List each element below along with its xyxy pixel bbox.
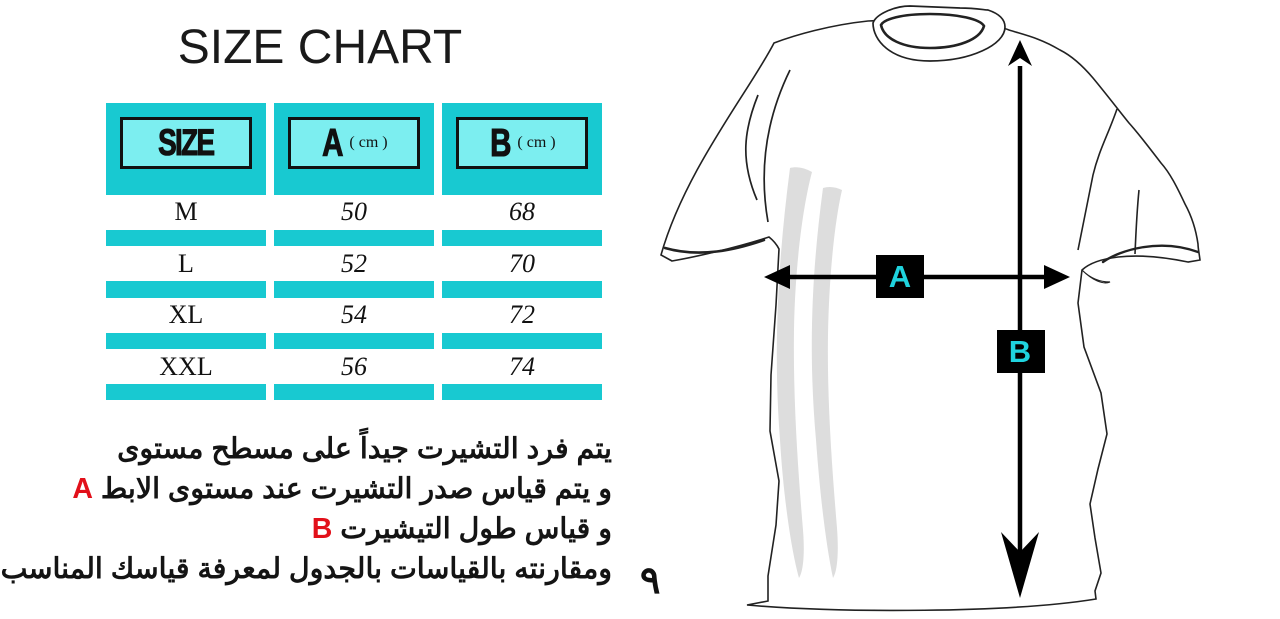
svg-text:A: A bbox=[889, 259, 911, 294]
svg-text:B: B bbox=[1009, 334, 1031, 369]
